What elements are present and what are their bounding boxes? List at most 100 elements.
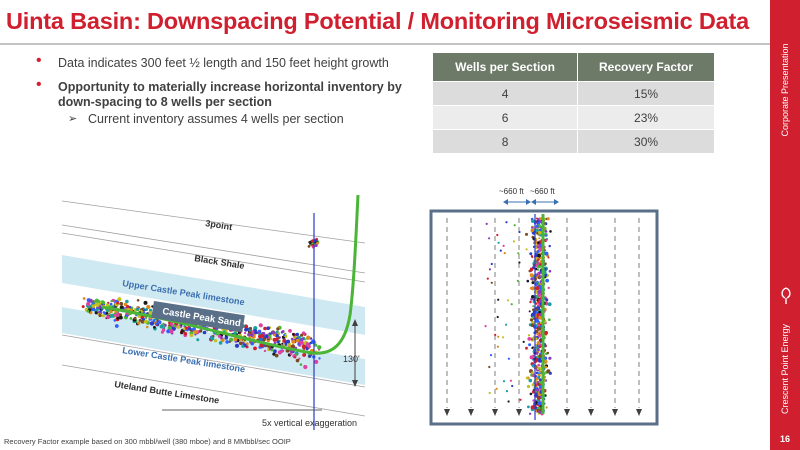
event-point [101,314,105,318]
event-point [189,333,194,338]
event-point [510,303,513,306]
event-point [505,390,508,393]
event-point [136,305,139,309]
event-point [503,252,506,255]
bullet-dot-icon: • [36,76,42,93]
arrow-left-icon [503,199,508,205]
event-point [537,301,540,304]
event-point [303,364,308,370]
event-point [260,334,265,338]
event-point [535,286,540,291]
event-point [530,228,534,233]
event-point [531,219,535,223]
event-point [199,329,203,333]
event-point [546,369,551,374]
event-point [548,244,551,248]
event-point [290,344,296,349]
event-point [94,311,98,315]
event-point [495,387,498,390]
event-point [288,329,292,333]
arrow-down-icon [492,409,498,416]
event-point [496,315,499,319]
event-point [248,326,253,331]
event-point [538,354,542,358]
event-point [535,273,538,277]
map-view-figure: ~660 ft ~660 ft [429,187,659,426]
event-point [290,337,294,341]
event-point [488,268,491,271]
event-point [537,375,541,379]
event-point [538,339,541,342]
event-point [159,324,164,329]
event-point [532,308,535,312]
event-point [531,390,536,394]
event-point [509,379,512,382]
event-point [113,319,117,322]
event-point [531,281,535,285]
event-point [153,325,156,329]
arrow-down-icon [444,409,450,416]
event-point [95,302,100,307]
event-point [513,224,516,227]
event-point [535,302,538,305]
event-point [145,325,149,329]
arrow-up-icon [352,319,358,326]
event-point [275,334,279,338]
arrow-down-icon [612,409,618,416]
upper-limestone-band [62,255,365,335]
arrow-down-icon [588,409,594,416]
table-cell: 30% [577,129,714,153]
event-point [113,314,116,317]
event-point [276,327,280,331]
event-point [311,339,316,344]
event-point [537,382,540,386]
event-point [527,337,532,341]
event-point [531,364,535,368]
event-point [295,332,299,337]
event-point [532,305,535,308]
sub-bullet-item: ➢ Current inventory assumes 4 wells per … [36,112,416,127]
event-point [538,237,541,240]
event-point [549,230,552,233]
event-point [125,299,129,304]
event-point [530,277,534,281]
event-point [283,334,286,337]
event-point [494,333,497,336]
spacing-label-right: ~660 ft [530,187,555,196]
well-lines [444,218,642,416]
arrow-down-icon [564,409,570,416]
event-point [544,251,549,256]
event-point [109,302,113,306]
event-point [490,281,493,284]
sidebar [770,0,800,450]
event-point [294,356,297,359]
event-point [233,337,238,342]
event-point [273,349,277,353]
event-point [291,339,296,344]
event-point [502,380,506,383]
event-point [218,341,223,345]
event-point [536,313,540,317]
event-point [529,300,532,304]
event-point [530,323,535,327]
event-point [536,348,540,352]
event-point [241,344,245,348]
event-point [183,332,188,336]
event-point [143,300,148,305]
event-point [81,305,85,309]
event-point [129,317,133,320]
event-point [489,354,493,357]
event-point [539,321,542,324]
event-point [143,309,146,312]
table-cell: 8 [433,129,578,153]
event-point [142,317,145,321]
event-point [536,260,539,263]
event-point [497,241,500,244]
bullet-list: • Data indicates 300 feet ½ length and 1… [36,53,416,127]
table-cell: 6 [433,105,578,130]
table-row: 6 23% [433,105,714,130]
event-point [544,330,548,335]
event-point [536,341,541,345]
event-point [314,239,317,243]
event-point [499,249,502,252]
